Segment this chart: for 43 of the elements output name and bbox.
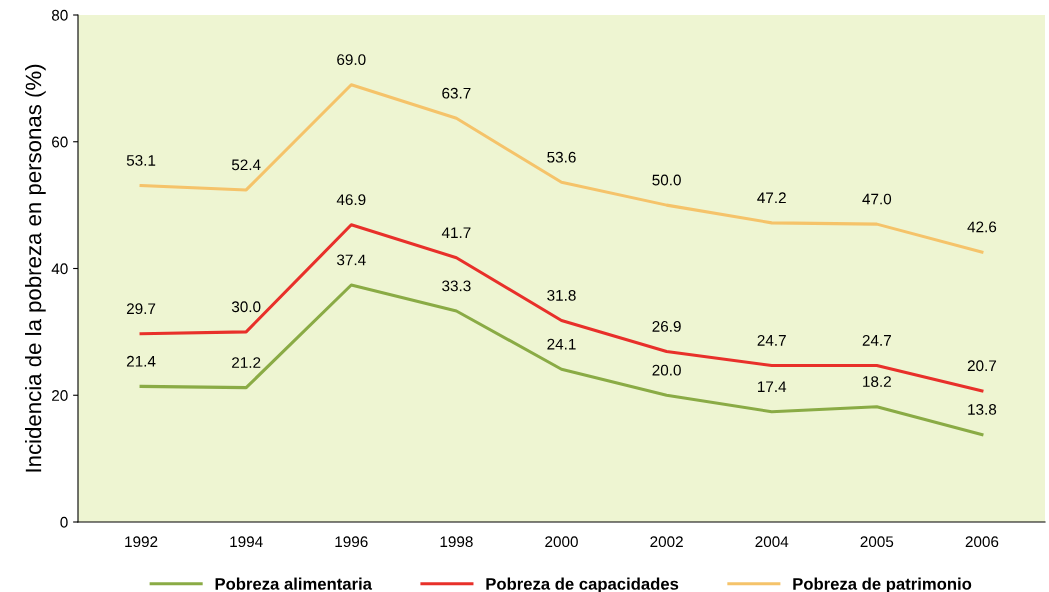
data-label: 46.9: [336, 194, 366, 206]
data-label: 69.0: [337, 54, 366, 66]
data-label: 21.4: [126, 355, 156, 367]
data-label: 17.4: [758, 381, 787, 392]
data-label: 42.6: [967, 221, 997, 233]
y-tick-label: 80: [51, 9, 68, 21]
data-label: 24.7: [757, 334, 786, 346]
data-label: 24.7: [862, 334, 891, 346]
data-label: 52.4: [231, 159, 261, 171]
data-label: 47.0: [862, 193, 892, 205]
x-tick-label: 1996: [335, 536, 368, 548]
x-tick-label: 2002: [650, 536, 683, 548]
data-label: 63.7: [442, 87, 471, 99]
x-tick-label: 2000: [545, 536, 578, 548]
data-label: 20.7: [967, 360, 997, 372]
y-axis-title: Incidencia de la pobreza en personas (%): [25, 64, 46, 472]
x-tick-label: 1992: [125, 536, 158, 548]
y-tick-label: 20: [52, 390, 68, 401]
data-label: 53.6: [547, 151, 576, 163]
data-label: 20.0: [652, 364, 681, 376]
data-label: 26.9: [652, 321, 681, 332]
data-label: 24.1: [547, 338, 576, 350]
x-tick-label: 1998: [440, 536, 473, 548]
data-label: 47.2: [757, 192, 786, 204]
data-label: 29.7: [126, 303, 156, 315]
legend-label: Pobreza alimentaria: [215, 577, 373, 590]
data-label: 30.0: [231, 301, 261, 313]
data-label: 53.1: [126, 154, 156, 166]
data-label: 33.3: [442, 280, 471, 292]
x-tick-label: 1994: [230, 536, 263, 548]
x-tick-label: 2005: [860, 536, 894, 548]
x-tick-label: 2004: [755, 536, 789, 548]
data-label: 50.0: [652, 174, 681, 186]
y-tick-label: 40: [51, 263, 68, 275]
y-tick-label: 60: [52, 136, 68, 148]
y-tick-label: 0: [60, 516, 68, 528]
x-tick-label: 2006: [965, 536, 999, 548]
data-label: 37.4: [337, 254, 366, 266]
data-label: 31.8: [547, 289, 576, 301]
data-label: 41.7: [441, 227, 471, 238]
data-label: 18.2: [863, 376, 891, 387]
data-label: 21.2: [232, 357, 261, 368]
data-label: 13.8: [968, 404, 997, 415]
